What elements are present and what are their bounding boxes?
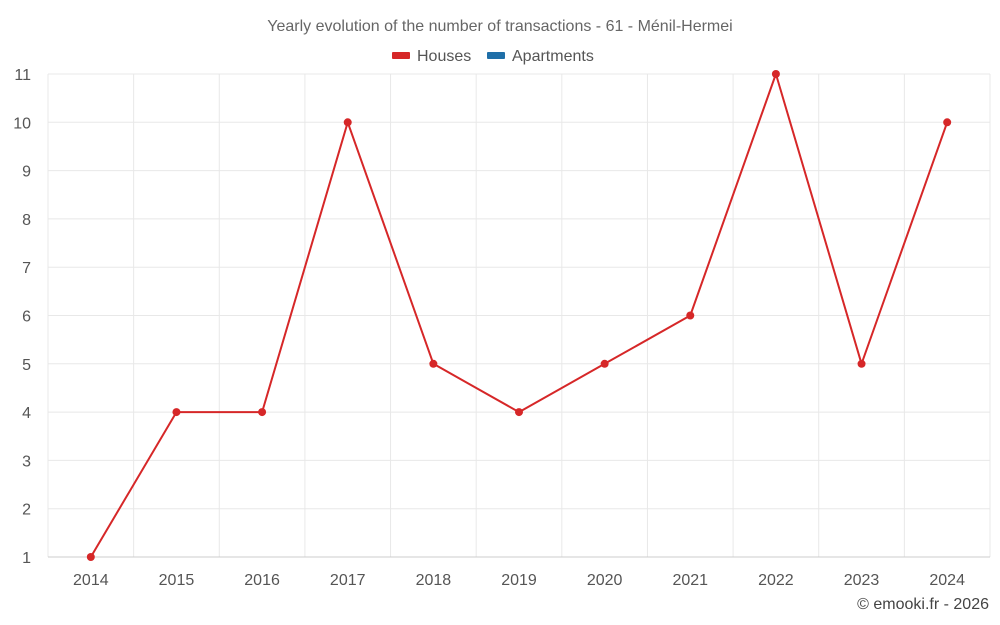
x-tick-label: 2017 <box>330 572 366 589</box>
x-tick-label: 2022 <box>758 572 794 589</box>
data-point-houses[interactable] <box>686 311 695 320</box>
y-tick-label: 1 <box>22 550 31 567</box>
series-layer <box>86 70 952 561</box>
data-point-houses[interactable] <box>343 118 352 127</box>
data-point-houses[interactable] <box>172 408 181 417</box>
chart-title: Yearly evolution of the number of transa… <box>267 18 732 35</box>
y-tick-label: 9 <box>22 164 31 181</box>
data-point-houses[interactable] <box>771 70 780 78</box>
x-tick-label: 2016 <box>244 572 280 589</box>
x-tick-label: 2015 <box>159 572 195 589</box>
data-point-houses[interactable] <box>258 408 267 417</box>
x-tick-label: 2021 <box>672 572 708 589</box>
x-tick-label: 2024 <box>929 572 965 589</box>
data-point-houses[interactable] <box>857 359 866 368</box>
y-tick-label: 4 <box>22 405 31 422</box>
x-tick-label: 2023 <box>844 572 880 589</box>
legend-item-houses[interactable]: Houses <box>392 48 471 65</box>
x-tick-label: 2014 <box>73 572 109 589</box>
data-point-houses[interactable] <box>86 553 95 561</box>
x-axis-ticks: 2014 2015 2016 2017 2018 2019 2020 2021 2022 2023… <box>73 572 965 589</box>
y-axis-ticks: 1 2 3 4 5 6 7 8 9 10 11 <box>13 67 31 567</box>
legend-item-apartments[interactable]: Apartments <box>487 48 594 65</box>
data-point-houses[interactable] <box>515 408 523 417</box>
legend-label-apartments: Apartments <box>512 48 594 65</box>
data-point-houses[interactable] <box>429 359 438 368</box>
x-tick-label: 2018 <box>416 572 452 589</box>
legend-swatch-apartments <box>487 52 505 59</box>
y-tick-label: 6 <box>22 309 31 326</box>
legend-swatch-houses <box>392 52 410 59</box>
y-tick-label: 10 <box>13 115 31 132</box>
y-tick-label: 7 <box>22 260 31 277</box>
y-tick-label: 11 <box>14 67 31 84</box>
y-tick-label: 2 <box>22 502 31 519</box>
y-tick-label: 8 <box>22 212 31 229</box>
credit-text: © emooki.fr - 2026 <box>857 596 989 613</box>
legend-label-houses: Houses <box>417 48 471 65</box>
y-tick-label: 5 <box>22 357 31 374</box>
grid <box>47 73 991 557</box>
x-tick-label: 2019 <box>501 572 537 589</box>
legend: Houses Apartments <box>392 48 594 65</box>
y-tick-label: 3 <box>22 453 31 470</box>
x-tick-label: 2020 <box>587 572 623 589</box>
data-point-houses[interactable] <box>943 118 952 127</box>
data-point-houses[interactable] <box>600 359 609 368</box>
